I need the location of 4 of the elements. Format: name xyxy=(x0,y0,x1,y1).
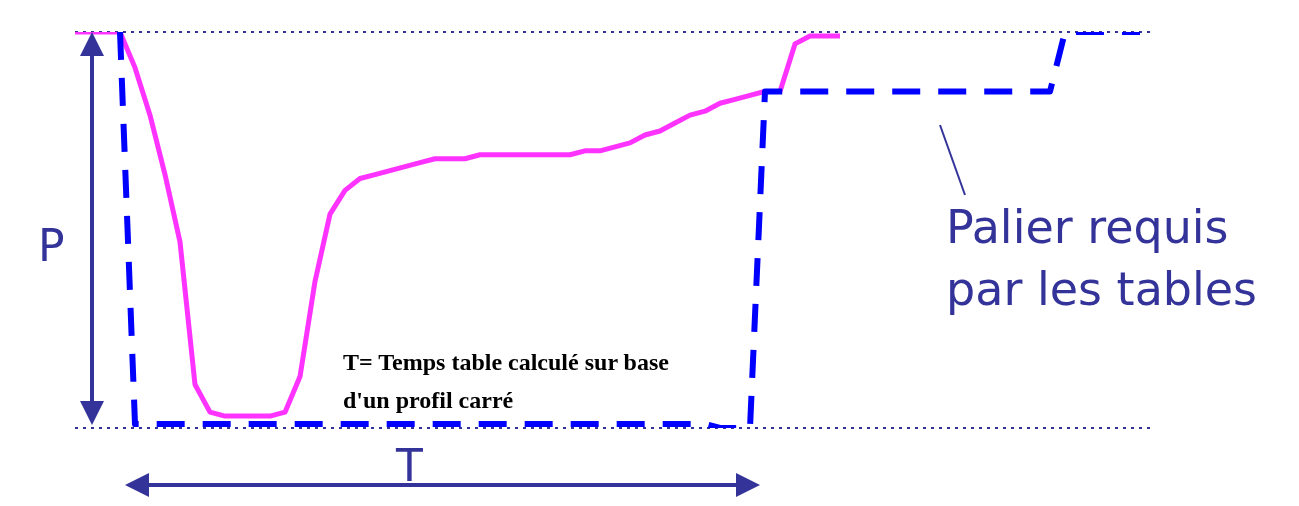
annotation: Palier requis par les tables xyxy=(946,199,1259,318)
text: T xyxy=(396,440,423,491)
text: P xyxy=(38,220,65,271)
annotation: T= Temps table calculé sur base d'un profil carré xyxy=(343,348,670,415)
